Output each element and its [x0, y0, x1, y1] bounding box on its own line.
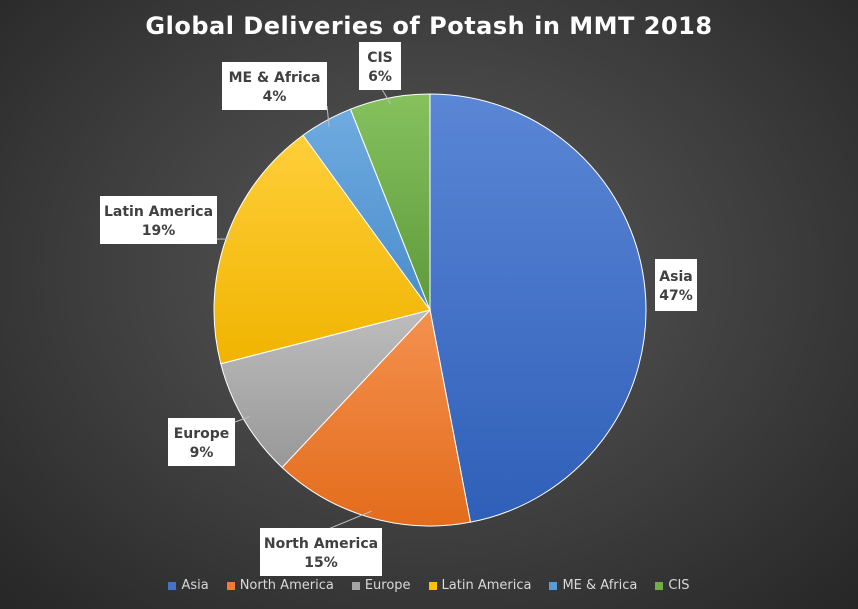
data-label-category: Europe — [174, 426, 230, 442]
data-label-category: Latin America — [104, 204, 213, 220]
data-label-box — [260, 528, 382, 576]
pie-slice-europe — [220, 309, 432, 469]
legend-swatch — [655, 581, 664, 590]
legend-swatch — [226, 581, 235, 590]
legend-item-me-and-africa: ME & Africa — [549, 578, 637, 593]
data-label-value: 6% — [368, 69, 392, 85]
leader-line-me-and-africa — [326, 105, 330, 127]
data-label-latin-america: Latin America 19% — [100, 196, 217, 244]
data-label-category: Asia — [659, 269, 692, 285]
pie-slice-latin-america — [213, 134, 431, 365]
data-label-value: 19% — [142, 223, 176, 239]
legend-item-latin-america: Latin America — [428, 578, 532, 593]
pie-slices — [213, 93, 647, 527]
legend-swatch — [428, 581, 437, 590]
legend-label: Asia — [181, 578, 209, 593]
data-label-box — [222, 62, 327, 110]
legend-item-europe: Europe — [351, 578, 411, 593]
legend-label: North America — [239, 578, 334, 593]
data-label-value: 9% — [190, 445, 214, 461]
legend-item-asia: Asia — [168, 578, 209, 593]
data-label-category: CIS — [367, 50, 393, 66]
data-label-value: 4% — [263, 89, 287, 105]
data-label-value: 47% — [659, 288, 693, 304]
legend-item-cis: CIS — [655, 578, 690, 593]
legend-swatch — [549, 581, 558, 590]
legend-label: CIS — [668, 578, 690, 593]
pie-slice-north-america — [281, 308, 472, 527]
data-label-box — [359, 42, 401, 90]
data-label-europe: Europe 9% — [168, 418, 235, 466]
legend-label: ME & Africa — [562, 578, 638, 593]
legend: Asia North America Europe Latin America ME &… — [0, 578, 858, 593]
data-label-box — [168, 418, 235, 466]
legend-swatch — [168, 581, 177, 590]
data-label-category: ME & Africa — [229, 70, 321, 86]
data-label-asia: Asia 47% — [655, 259, 697, 311]
data-label-box — [655, 259, 697, 311]
data-label-cis: CIS 6% — [359, 42, 401, 90]
data-label-north-america: North America 15% — [260, 528, 382, 576]
data-label-me-and-africa: ME & Africa 4% — [222, 62, 327, 110]
chart-title: Global Deliveries of Potash in MMT 2018 — [145, 12, 713, 40]
data-label-category: North America — [264, 536, 378, 552]
leader-line-europe — [234, 416, 250, 423]
legend-swatch — [351, 581, 360, 590]
legend-label: Latin America — [441, 578, 532, 593]
pie-slice-asia — [429, 93, 647, 523]
data-labels: Asia 47% North America 15% Europe 9% Latin Ame… — [100, 42, 697, 576]
pie-slice-cis — [349, 93, 431, 311]
data-label-box — [100, 196, 217, 244]
legend-item-north-america: North America — [226, 578, 334, 593]
data-label-value: 15% — [304, 555, 338, 571]
legend-label: Europe — [364, 578, 411, 593]
